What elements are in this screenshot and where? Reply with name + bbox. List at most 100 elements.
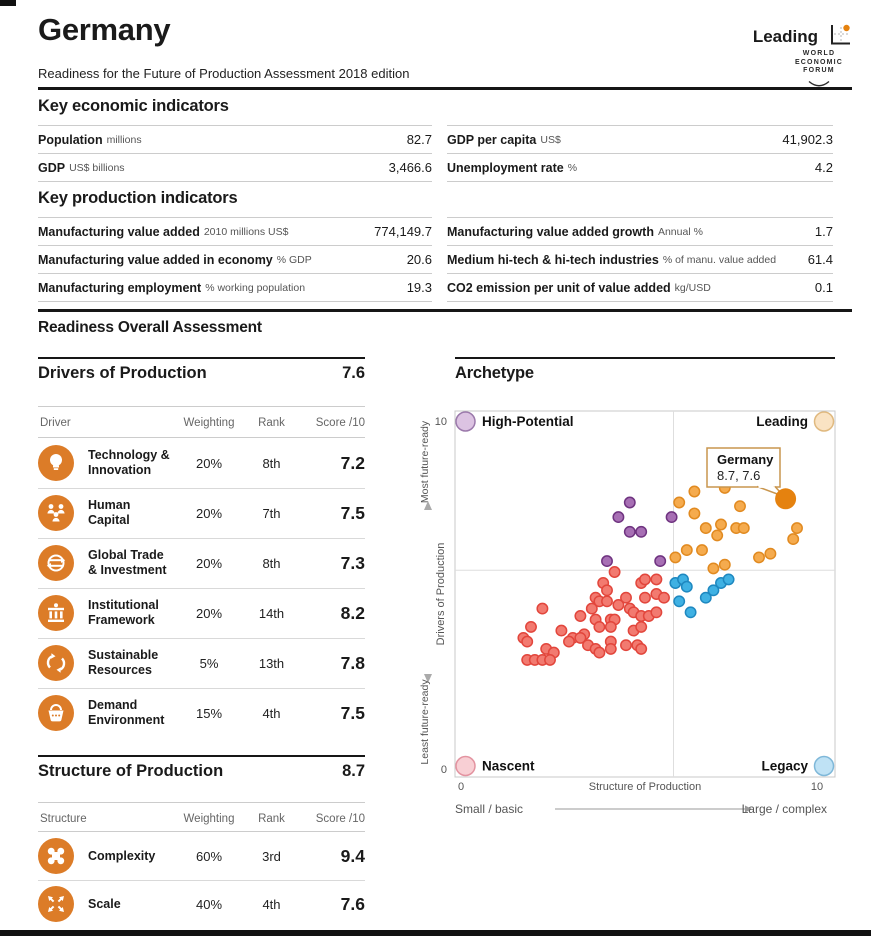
- divider: [447, 217, 833, 218]
- drivers-panel-title: Drivers of Production 7.6: [38, 364, 365, 383]
- col-header-weighting: Weighting: [183, 813, 235, 825]
- divider: [447, 245, 833, 246]
- data-point-nascent: [544, 653, 556, 666]
- quadrant-label-high-potential: High-Potential: [482, 414, 574, 429]
- report-subtitle: Readiness for the Future of Production A…: [38, 66, 410, 81]
- indicator-unit: % working population: [205, 281, 306, 294]
- col-header-score: Score /10: [315, 813, 365, 825]
- indicator-label: CO2 emission per unit of value added: [447, 280, 671, 295]
- col-header-rank: Rank: [258, 417, 285, 429]
- driver-rank: 8th: [262, 455, 281, 471]
- indicator-value: 82.7: [406, 132, 432, 147]
- driver-row: Global Trade & Investment 20% 8th 7.3: [38, 538, 365, 589]
- indicator-unit: % GDP: [276, 253, 312, 266]
- data-point-leading: [699, 522, 712, 535]
- drivers-table-header: Driver Weighting Rank Score /10: [38, 411, 365, 435]
- divider: [38, 437, 365, 438]
- divider: [447, 181, 833, 182]
- callout-country: Germany: [717, 452, 774, 467]
- x-axis-arrow-right-icon: [745, 805, 752, 813]
- driver-score: 7.5: [340, 502, 365, 523]
- data-point-leading: [707, 562, 720, 575]
- indicator-unit: %: [567, 161, 578, 174]
- data-point-nascent: [650, 606, 663, 619]
- driver-name: Technology & Innovation: [88, 448, 170, 477]
- data-point-high-potential: [665, 511, 678, 524]
- divider: [38, 181, 432, 182]
- driver-name: Demand Environment: [88, 698, 165, 727]
- x-axis-right-label: Large / complex: [742, 802, 827, 816]
- sustainable-resources-icon: [38, 645, 74, 681]
- indicator-unit: 2010 millions US$: [203, 225, 289, 238]
- drivers-title: Drivers of Production: [38, 364, 207, 382]
- data-point-nascent: [635, 620, 648, 633]
- axis-arrow-down-icon: [424, 674, 432, 683]
- production-section-title: Key production indicators: [38, 189, 238, 207]
- structure-table-header: Structure Weighting Rank Score /10: [38, 807, 365, 831]
- indicator-label: GDP: [38, 160, 66, 175]
- data-point-leading: [673, 496, 686, 509]
- x-axis-left-label: Small / basic: [455, 802, 523, 816]
- wef-logo: WORLD ECONOMIC FORUM: [786, 50, 852, 94]
- structure-title: Structure of Production: [38, 762, 224, 780]
- divider: [447, 273, 833, 274]
- indicator-row: GDP US$ billions 3,466.6: [38, 154, 432, 181]
- indicator-row: Manufacturing value added growth Annual …: [447, 218, 833, 245]
- data-point-high-potential: [612, 511, 625, 524]
- indicator-row: Manufacturing value added in economy % G…: [38, 246, 432, 273]
- structure-weighting: 40%: [195, 896, 223, 912]
- indicator-value: 19.3: [406, 280, 432, 295]
- callout-coords: 8.7, 7.6: [717, 468, 760, 483]
- data-point-leading: [669, 551, 682, 564]
- indicator-row: Unemployment rate % 4.2: [447, 154, 833, 181]
- indicator-value: 41,902.3: [782, 132, 833, 147]
- data-point-leading: [688, 507, 701, 520]
- indicator-unit: US$: [540, 133, 561, 146]
- panel-rule: [455, 357, 835, 359]
- indicator-unit: kg/USD: [674, 281, 711, 294]
- structure-score: 8.7: [342, 762, 365, 780]
- driver-rank: 14th: [258, 605, 285, 621]
- driver-weighting: 20%: [195, 555, 223, 571]
- divider: [447, 301, 833, 302]
- panel-rule: [38, 357, 365, 359]
- y-axis-top-label: Most future-ready: [419, 420, 431, 503]
- scatter-points-layer: [517, 481, 803, 666]
- y-axis-bottom-label: Least future-ready: [419, 679, 431, 765]
- highlight-layer: [775, 488, 797, 510]
- structure-rank: 4th: [262, 896, 281, 912]
- institutional-framework-icon: [38, 595, 74, 631]
- driver-weighting: 20%: [195, 605, 223, 621]
- indicator-label: Medium hi-tech & hi-tech industries: [447, 252, 659, 267]
- driver-score: 7.3: [340, 552, 365, 573]
- indicator-value: 774,149.7: [374, 224, 432, 239]
- driver-weighting: 20%: [195, 455, 223, 471]
- structure-row: Complexity 60% 3rd 9.4: [38, 832, 365, 881]
- indicator-row: Medium hi-tech & hi-tech industries % of…: [447, 246, 833, 273]
- indicator-row: Manufacturing value added 2010 millions …: [38, 218, 432, 245]
- wef-logo-arc-icon: [808, 80, 830, 86]
- structure-score-value: 9.4: [340, 845, 365, 866]
- drivers-score: 7.6: [342, 364, 365, 382]
- driver-row: Demand Environment 15% 4th 7.5: [38, 688, 365, 738]
- wef-logo-line1: WORLD: [802, 50, 836, 57]
- driver-row: Human Capital 20% 7th 7.5: [38, 488, 365, 539]
- archetype-badge: Leading: [753, 22, 852, 52]
- callout-tail-mask: [758, 485, 774, 488]
- page-corner-mark: [0, 0, 16, 6]
- data-point-high-potential: [601, 555, 613, 568]
- divider: [38, 831, 365, 832]
- indicator-value: 61.4: [807, 252, 833, 267]
- page-title: Germany: [38, 12, 171, 47]
- data-point-nascent: [604, 620, 617, 633]
- structure-name: Scale: [88, 896, 121, 911]
- driver-rank: 13th: [258, 655, 285, 671]
- indicator-label: Manufacturing value added growth: [447, 224, 654, 239]
- scale-icon: [38, 886, 74, 922]
- driver-weighting: 15%: [195, 705, 223, 721]
- archetype-scatter-chart: High-Potential Leading Nascent Legacy 10…: [419, 410, 836, 816]
- data-point-nascent: [593, 646, 606, 659]
- structure-name: Complexity: [88, 848, 156, 863]
- data-point-legacy: [680, 580, 693, 593]
- demand-environment-icon: [38, 695, 74, 731]
